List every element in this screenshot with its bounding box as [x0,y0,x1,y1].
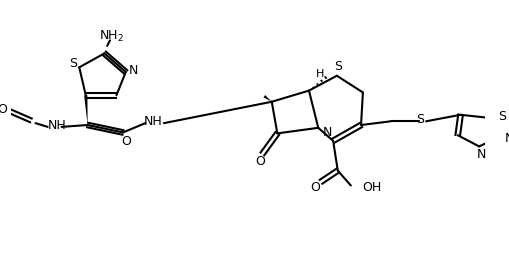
Text: S: S [334,60,342,73]
Polygon shape [264,95,272,102]
Text: S: S [498,110,506,123]
Text: NH: NH [47,119,66,132]
Text: OH: OH [362,181,381,194]
Text: N: N [323,126,332,139]
Polygon shape [84,95,88,125]
Text: N: N [476,148,486,161]
Text: NH$_2$: NH$_2$ [99,29,124,44]
Text: O: O [122,135,132,148]
Text: O: O [310,181,320,194]
Text: N: N [504,132,509,145]
Text: O: O [256,155,266,168]
Text: H: H [316,69,324,79]
Text: O: O [0,103,7,116]
Text: NH: NH [144,115,162,128]
Text: S: S [416,113,425,126]
Text: S: S [69,57,77,70]
Text: N: N [128,64,138,77]
